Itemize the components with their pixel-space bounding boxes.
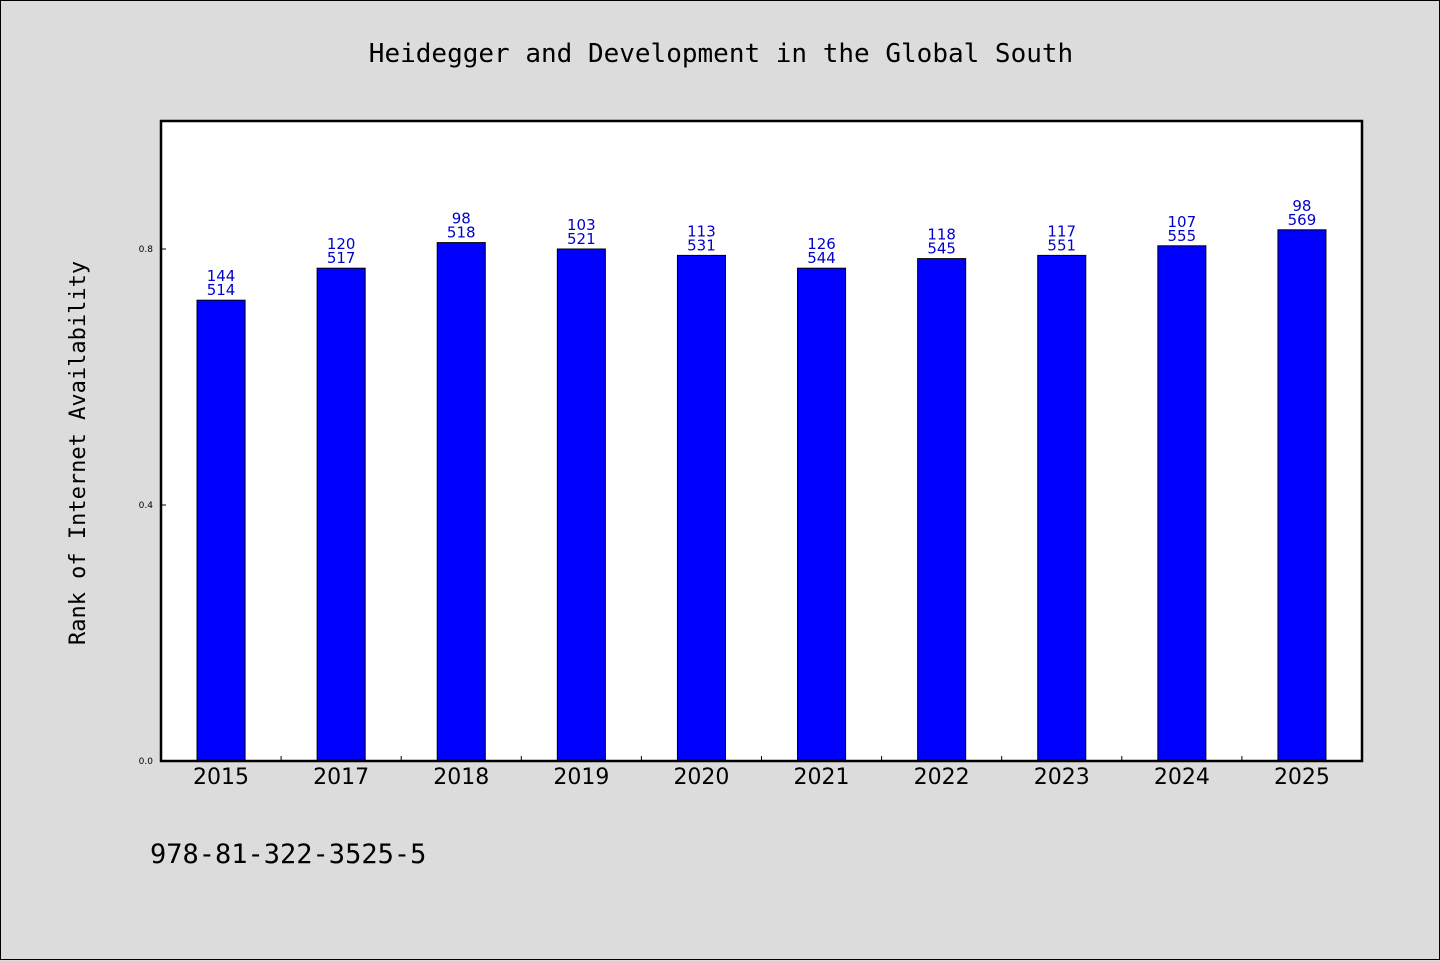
x-tick-label-2019: 2019 xyxy=(553,765,609,790)
data-label-bottom-2018: 518 xyxy=(447,224,476,242)
data-label-bottom-2024: 555 xyxy=(1168,227,1197,245)
bar-2025 xyxy=(1277,229,1327,762)
bar-2021 xyxy=(797,267,847,762)
data-label-top-2025: 98 xyxy=(1292,197,1311,215)
data-label-bottom-2021: 544 xyxy=(807,249,836,267)
x-tick-label-2020: 2020 xyxy=(673,765,729,790)
data-label-top-2018: 98 xyxy=(452,210,471,228)
data-label-bottom-2020: 531 xyxy=(687,236,716,254)
x-tick-label-2017: 2017 xyxy=(313,765,369,790)
y-tick-label: 0.0 xyxy=(139,757,154,767)
data-label-top-2024: 107 xyxy=(1168,213,1197,231)
x-tick-label-2023: 2023 xyxy=(1034,765,1090,790)
bar-2015 xyxy=(196,299,246,762)
x-tick-label-2022: 2022 xyxy=(914,765,970,790)
data-label-bottom-2019: 521 xyxy=(567,230,596,248)
bar-2020 xyxy=(676,254,726,762)
data-label-top-2023: 117 xyxy=(1047,222,1076,240)
plot-border xyxy=(159,119,1364,763)
data-label-top-2022: 118 xyxy=(927,226,956,244)
chart-title: Heidegger and Development in the Global … xyxy=(369,39,1073,69)
bars-group xyxy=(196,229,1327,762)
data-label-bottom-2023: 551 xyxy=(1047,236,1076,254)
data-label-bottom-2015: 514 xyxy=(207,281,236,299)
bar-2018 xyxy=(436,242,486,762)
data-label-bottom-2022: 545 xyxy=(927,240,956,258)
data-label-bottom-2017: 517 xyxy=(327,249,356,267)
data-label-bottom-2025: 569 xyxy=(1288,211,1317,229)
y-axis-label: Rank of Internet Availability xyxy=(66,261,91,645)
x-tick-label-2015: 2015 xyxy=(193,765,249,790)
data-label-top-2015: 144 xyxy=(207,267,236,285)
data-label-top-2017: 120 xyxy=(327,235,356,253)
x-tick-label-2024: 2024 xyxy=(1154,765,1210,790)
y-tick-label: 0.4 xyxy=(139,501,154,511)
data-label-top-2021: 126 xyxy=(807,235,836,253)
data-label-top-2020: 113 xyxy=(687,222,716,240)
x-tick-label-2018: 2018 xyxy=(433,765,489,790)
bar-2024 xyxy=(1157,245,1207,762)
bar-2022 xyxy=(917,258,967,762)
y-tick-label: 0.8 xyxy=(139,245,154,255)
bar-2019 xyxy=(556,248,606,762)
x-ticks-group: 2015 2017 2018 2019 2020 2021 2022 2023 2024 2025 xyxy=(193,756,1330,790)
bar-2017 xyxy=(316,267,366,762)
bar-2023 xyxy=(1037,254,1087,762)
isbn-text: 978-81-322-3525-5 xyxy=(150,839,426,870)
x-tick-label-2025: 2025 xyxy=(1274,765,1330,790)
data-label-top-2019: 103 xyxy=(567,216,596,234)
x-tick-label-2021: 2021 xyxy=(794,765,850,790)
